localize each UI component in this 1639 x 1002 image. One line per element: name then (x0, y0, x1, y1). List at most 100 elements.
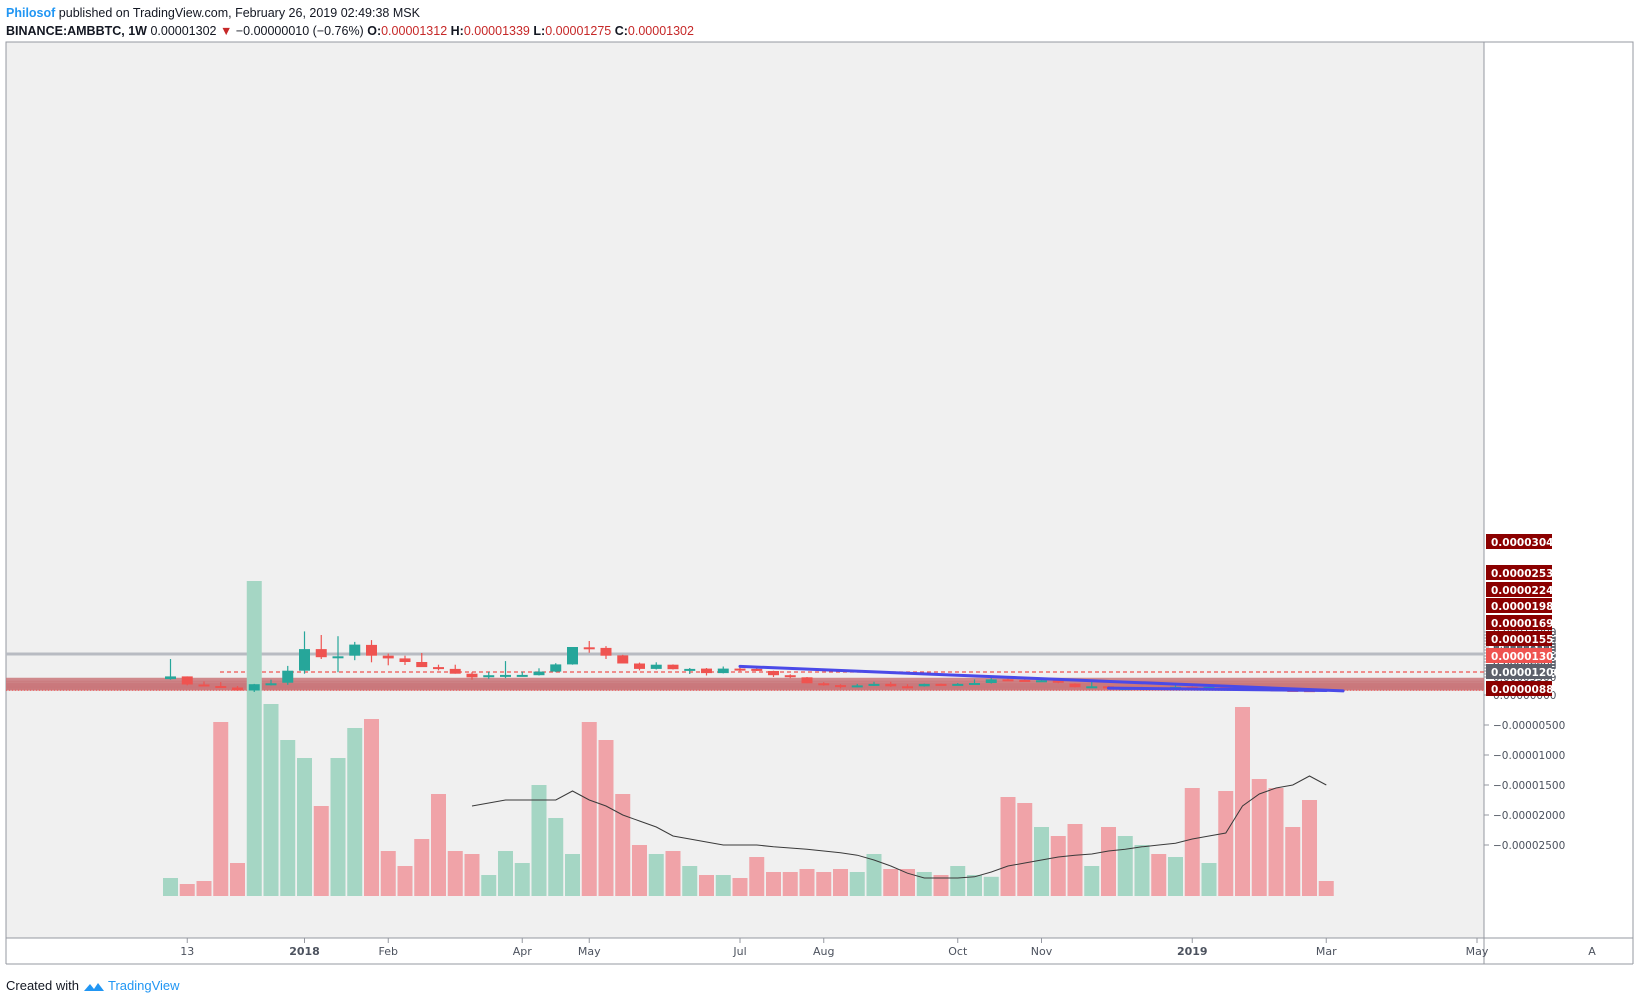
candle-body[interactable] (1019, 680, 1031, 682)
price-level-label: 0.00000880 (1491, 684, 1561, 696)
candle-body[interactable] (801, 677, 813, 684)
candle-body[interactable] (734, 668, 746, 671)
time-tick-label: May (578, 945, 601, 958)
candle-body[interactable] (516, 674, 528, 677)
volume-bar (799, 869, 815, 896)
volume-bar (983, 876, 999, 896)
candle-body[interactable] (818, 683, 830, 686)
candle-body[interactable] (399, 658, 411, 662)
author-name[interactable]: Philosof (6, 6, 56, 20)
candle-body[interactable] (583, 647, 595, 650)
candle-body[interactable] (449, 668, 461, 674)
price-level-label: 0.00002533 (1491, 568, 1561, 580)
candle-body[interactable] (985, 679, 997, 683)
candle-body[interactable] (701, 668, 712, 674)
volume-bar (514, 863, 530, 896)
candle-body[interactable] (299, 649, 310, 671)
candle-body[interactable] (382, 655, 394, 659)
candle-body[interactable] (1002, 679, 1014, 682)
candle-body[interactable] (918, 683, 930, 687)
price-level-label-box (1486, 648, 1552, 663)
candle-body[interactable] (315, 649, 327, 658)
volume-bar (1168, 857, 1183, 896)
volume-bar (1268, 788, 1284, 896)
candle-body[interactable] (768, 671, 779, 676)
tradingview-brand[interactable]: TradingView (108, 978, 180, 993)
volume-moving-average-line (471, 775, 1327, 879)
candle-body[interactable] (902, 686, 913, 689)
volume-bar (933, 875, 949, 896)
candle-body[interactable] (969, 683, 980, 685)
time-tick-label: Mar (1316, 945, 1337, 958)
candle-body[interactable] (248, 684, 260, 691)
candle-body[interactable] (1086, 686, 1098, 689)
volume-bar (163, 878, 178, 896)
volume-bar (916, 872, 932, 896)
volume-bar (615, 794, 631, 896)
volume-bar (548, 818, 564, 896)
volume-bar (967, 875, 982, 896)
candle-body[interactable] (935, 683, 947, 686)
candle-body[interactable] (952, 683, 964, 686)
candle-body[interactable] (751, 668, 763, 671)
volume-bar (347, 728, 363, 896)
candle-body[interactable] (282, 670, 294, 683)
candle-body[interactable] (717, 668, 729, 674)
volume-bar (1218, 791, 1234, 896)
descending-trendline[interactable] (738, 664, 1345, 693)
candle-body[interactable] (835, 685, 846, 688)
candle-body[interactable] (1069, 683, 1081, 688)
candle-body[interactable] (483, 675, 495, 678)
candle-body[interactable] (198, 684, 210, 687)
low-value: 0.00001275 (545, 24, 612, 38)
volume-bar (732, 878, 748, 896)
candle-body[interactable] (232, 687, 243, 691)
candle-body[interactable] (851, 685, 863, 688)
volume-bar (866, 854, 882, 896)
lower-trendline[interactable] (1107, 686, 1328, 692)
volume-bar (1000, 797, 1016, 896)
candle-body[interactable] (1036, 680, 1047, 683)
candle-body[interactable] (433, 667, 444, 670)
candle-body[interactable] (416, 662, 428, 668)
candle-body[interactable] (332, 656, 344, 659)
candle-body[interactable] (567, 647, 578, 665)
candle-body[interactable] (181, 676, 193, 685)
candle-body[interactable] (533, 671, 545, 676)
volume-bar (246, 581, 262, 896)
price-axis[interactable] (1483, 41, 1634, 939)
volume-bar (1302, 800, 1317, 896)
candle-body[interactable] (684, 668, 696, 671)
auto-scale-button[interactable]: A (1588, 945, 1596, 958)
volume-bars (163, 581, 1334, 896)
candle-body[interactable] (366, 644, 377, 656)
candle-body[interactable] (349, 644, 361, 656)
candle-body[interactable] (165, 676, 176, 680)
footer: Created with TradingView (6, 978, 180, 993)
close-label: C: (614, 24, 628, 38)
candle-body[interactable] (784, 675, 796, 678)
created-with-text: Created with (6, 978, 79, 993)
price-level-label: 0.00003048 (1491, 537, 1561, 549)
candle-body[interactable] (500, 674, 511, 677)
candle-body[interactable] (215, 686, 227, 688)
candle-body[interactable] (868, 683, 880, 686)
candle-body[interactable] (667, 664, 679, 670)
candle-body[interactable] (617, 655, 629, 664)
time-tick-label: Feb (379, 945, 398, 958)
candle-body[interactable] (550, 664, 562, 672)
candle-body[interactable] (634, 663, 645, 669)
candle-body[interactable] (650, 664, 662, 669)
candle-body[interactable] (885, 683, 897, 687)
trendlines[interactable] (738, 664, 1345, 693)
time-tick-label: Aug (813, 945, 834, 958)
time-ticks: 13 2018 Feb Apr May Jul Aug Oct Nov 2019 Mar May (180, 938, 1489, 958)
candle-body[interactable] (265, 683, 277, 686)
volume-bar (1067, 824, 1083, 896)
volume-bar (766, 872, 781, 896)
candle-body[interactable] (1052, 680, 1064, 683)
volume-bar (665, 851, 681, 896)
candle-body[interactable] (466, 673, 478, 678)
candle-body[interactable] (600, 647, 612, 656)
